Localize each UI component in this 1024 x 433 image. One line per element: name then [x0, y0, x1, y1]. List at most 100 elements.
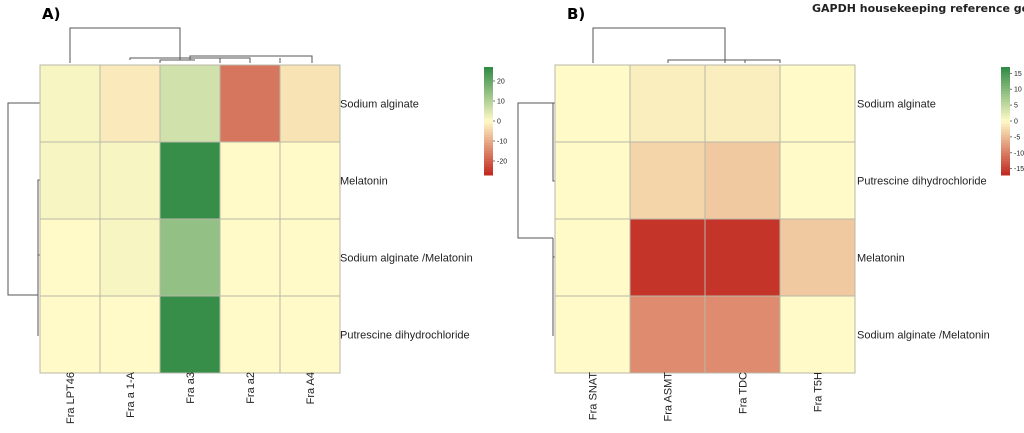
heatmap-cell	[159, 295, 221, 374]
legend-color-step	[484, 137, 493, 141]
legend-color-step	[484, 172, 493, 176]
heatmap-cell	[99, 141, 161, 220]
legend-color-step	[484, 104, 493, 108]
legend-color-step	[484, 72, 493, 76]
legend-color-step	[1001, 75, 1010, 79]
legend-color-step	[1001, 131, 1010, 135]
legend-color-step	[1001, 169, 1010, 173]
column-label: Fra a2	[245, 372, 257, 404]
heatmap-cell	[779, 64, 856, 143]
panel-a-column-dendrogram	[69, 27, 313, 63]
legend-color-step	[1001, 126, 1010, 130]
legend-color-step	[1001, 172, 1010, 176]
legend-tick-label: 20	[497, 79, 505, 86]
heatmap-cell	[39, 141, 101, 220]
panel-a-legend: 20 10 0 -10 -20	[484, 67, 507, 176]
legend-color-step	[1001, 102, 1010, 106]
column-label: Fra SNAT	[588, 372, 600, 420]
heatmap-cell	[779, 218, 856, 297]
heatmap-cell	[779, 295, 856, 374]
legend-color-step	[1001, 156, 1010, 160]
legend-color-step	[1001, 118, 1010, 122]
legend-color-step	[1001, 166, 1010, 171]
legend-color-step	[484, 112, 493, 117]
legend-color-step	[484, 126, 493, 130]
heatmap-cell	[159, 141, 221, 220]
heatmap-cell	[704, 295, 781, 374]
legend-color-step	[484, 91, 493, 95]
legend-color-step	[484, 94, 493, 98]
legend-color-step	[484, 166, 493, 171]
panel-b-row-dendrogram	[517, 102, 555, 336]
legend-color-step	[484, 145, 493, 149]
legend-color-step	[484, 134, 493, 138]
heatmap-cell	[39, 295, 101, 374]
heatmap-cell	[159, 218, 221, 297]
heatmap-cell	[629, 295, 706, 374]
legend-color-step	[484, 99, 493, 103]
panel-a-row-dendrogram	[7, 102, 40, 336]
heatmap-cell	[704, 141, 781, 220]
panel-b-title: GAPDH housekeeping reference gene	[812, 2, 1024, 15]
column-label: Fra T5H	[813, 372, 825, 412]
row-label: Putrescine dihydrochloride	[857, 176, 987, 188]
column-label: Fra a3	[185, 372, 197, 404]
panel-b-row-labels: Sodium alginate Putrescine dihydrochlorid…	[857, 99, 990, 342]
heatmap-cell	[219, 141, 281, 220]
legend-color-step	[484, 67, 493, 71]
legend-color-step	[1001, 112, 1010, 117]
heatmap-cell	[279, 141, 341, 220]
legend-color-step	[1001, 88, 1010, 92]
legend-color-step	[1001, 99, 1010, 103]
column-label: Fra LPT46	[65, 372, 77, 424]
heatmap-cell	[629, 141, 706, 220]
row-label: Sodium alginate /Melatonin	[857, 330, 990, 342]
legend-tick-label: 10	[1014, 87, 1022, 94]
legend-tick-label: -10	[1014, 150, 1024, 157]
heatmap-cell	[704, 218, 781, 297]
heatmap-cell	[159, 64, 221, 143]
heatmap-cell	[219, 64, 281, 143]
heatmap-cell	[629, 64, 706, 143]
legend-tick-label: -20	[497, 159, 507, 166]
panel-b-column-labels: Fra SNAT Fra ASMT Fra TDC Fra T5H	[588, 372, 825, 422]
legend-color-step	[1001, 145, 1010, 149]
legend-color-step	[484, 131, 493, 135]
legend-tick-label: -10	[497, 139, 507, 146]
legend-color-step	[484, 85, 493, 90]
legend-color-step	[1001, 158, 1010, 162]
heatmap-cell	[279, 218, 341, 297]
legend-color-step	[1001, 67, 1010, 71]
heatmap-cell	[99, 218, 161, 297]
legend-color-step	[484, 150, 493, 154]
panel-b-label: B)	[567, 5, 585, 23]
legend-tick-label: -5	[1014, 134, 1020, 141]
legend-color-step	[1001, 129, 1010, 133]
legend-color-step	[484, 153, 493, 157]
heatmap-cell	[554, 218, 631, 297]
legend-color-step	[484, 110, 493, 114]
legend-color-step	[1001, 137, 1010, 141]
legend-color-step	[484, 169, 493, 173]
legend-color-step	[1001, 77, 1010, 81]
legend-color-step	[1001, 69, 1010, 73]
heatmap-cell	[554, 64, 631, 143]
legend-color-step	[484, 123, 493, 127]
legend-color-step	[1001, 104, 1010, 108]
heatmap-cell	[554, 295, 631, 374]
heatmap-cell	[39, 218, 101, 297]
legend-color-step	[1001, 107, 1010, 111]
legend-color-step	[1001, 142, 1010, 146]
legend-color-step	[1001, 91, 1010, 95]
heatmap-border	[39, 64, 341, 374]
heatmap-cell	[554, 141, 631, 220]
panel-b-column-dendrogram	[592, 27, 781, 63]
panel-a-column-labels: Fra LPT46 Fra a 1-A Fra a3 Fra a2 Fra A4	[65, 371, 317, 424]
panel-a-cells	[39, 64, 341, 374]
legend-tick-label: 5	[1014, 103, 1018, 110]
legend-color-step	[484, 118, 493, 122]
legend-color-step	[484, 77, 493, 81]
row-label: Sodium alginate /Melatonin	[340, 253, 473, 265]
legend-tick-label: -15	[1014, 166, 1024, 173]
